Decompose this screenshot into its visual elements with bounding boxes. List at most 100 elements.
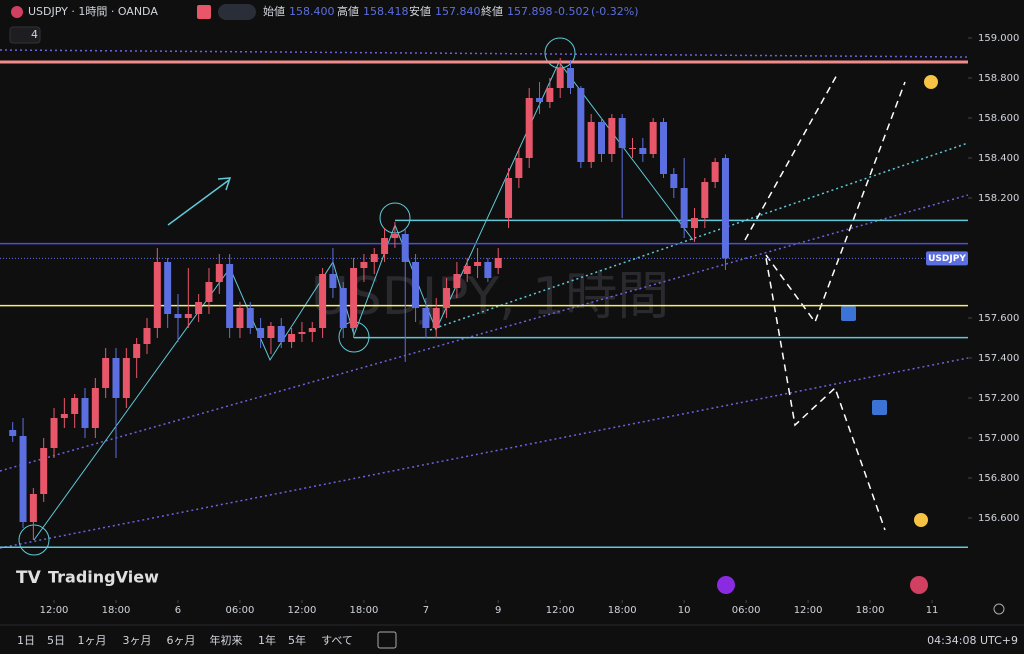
candle-body	[277, 326, 285, 342]
candle-body	[267, 326, 275, 338]
candle-body	[567, 68, 575, 88]
candle-body	[505, 178, 513, 218]
header: USDJPY · 1時間 · OANDA 始値 158.400 高値 158.4…	[9, 4, 639, 44]
range-button[interactable]: 5日	[47, 634, 65, 647]
flag-icon	[910, 576, 928, 594]
candle-body	[71, 398, 79, 414]
candle-body	[122, 358, 130, 398]
y-tick-label: 156.800	[978, 473, 1019, 484]
candle-body	[319, 274, 327, 328]
y-tick-label: 158.400	[978, 153, 1019, 164]
change: -0.502	[554, 5, 589, 18]
low-value: 157.840	[435, 5, 481, 18]
candle-body	[246, 308, 254, 328]
candle-body	[618, 118, 626, 148]
marker-circle	[18, 524, 50, 556]
x-tick-label: 18:00	[350, 605, 379, 616]
high-label: 高値	[337, 4, 359, 18]
arrow-head	[217, 177, 232, 191]
y-tick-label: 159.000	[978, 33, 1019, 44]
drawings	[0, 37, 969, 594]
y-tick-label: 158.800	[978, 73, 1019, 84]
candle-body	[463, 266, 471, 274]
candle-body	[50, 418, 58, 448]
candle-body	[29, 494, 37, 522]
x-tick-label: 12:00	[40, 605, 69, 616]
range-button[interactable]: 1年	[258, 633, 276, 647]
indicator-toggle[interactable]	[9, 26, 41, 44]
candle-body	[329, 274, 337, 288]
x-tick-label: 18:00	[856, 605, 885, 616]
candle-body	[608, 118, 616, 154]
candle-body	[164, 262, 172, 314]
y-tick-label: 157.200	[978, 393, 1019, 404]
trend-line	[0, 49, 969, 58]
close-label: 終値	[481, 4, 503, 18]
candle-body	[484, 262, 492, 278]
candle-body	[598, 122, 606, 154]
x-tick-label: 18:00	[608, 605, 637, 616]
candle-body	[536, 98, 544, 102]
x-tick-label: 12:00	[288, 605, 317, 616]
last-price-badge	[926, 251, 968, 266]
candle-body	[184, 314, 192, 318]
candle-body	[515, 158, 523, 178]
candle-body	[453, 274, 461, 288]
toolbar: 1日 5日 1ヶ月 3ヶ月 6ヶ月 年初来 1年 5年 すべて	[17, 633, 353, 647]
alert-button[interactable]	[197, 5, 211, 19]
candle-body	[205, 282, 213, 302]
candle-body	[721, 158, 729, 259]
candle-body	[412, 262, 420, 308]
candle-body	[432, 308, 440, 328]
range-button[interactable]: 6ヶ月	[167, 634, 196, 647]
candle-body	[112, 358, 120, 398]
candle-body	[680, 188, 688, 228]
candle-body	[401, 234, 409, 262]
x-tick-label: 9	[495, 605, 501, 616]
indicator-count: 4	[31, 28, 38, 41]
symbol: USDJPY · 1時間 · OANDA	[28, 5, 158, 18]
y-tick-label: 158.200	[978, 193, 1019, 204]
candle-body	[195, 302, 203, 314]
candle-body	[443, 288, 451, 308]
arrow	[167, 179, 230, 226]
close-value: 157.898	[507, 5, 553, 18]
range-button[interactable]: 3ヶ月	[123, 634, 152, 647]
open-label: 始値	[263, 4, 285, 18]
y-tick-label: 158.600	[978, 113, 1019, 124]
x-tick-label: 11	[926, 605, 939, 616]
candle-body	[690, 218, 698, 228]
symbol-flag	[11, 6, 23, 18]
candle-body	[474, 262, 482, 266]
candle-body	[81, 398, 89, 428]
last-price-name: USDJPY	[928, 254, 966, 264]
candle-body	[629, 148, 636, 149]
candle-body	[288, 334, 296, 342]
range-button[interactable]: すべて	[321, 634, 353, 647]
range-button[interactable]: 年初来	[210, 633, 243, 647]
candle-body	[60, 414, 68, 418]
forecast-path	[765, 81, 906, 324]
date-range-button[interactable]	[377, 631, 397, 649]
candle-body	[659, 122, 667, 174]
candle-body	[236, 308, 244, 328]
candle-body	[40, 448, 48, 494]
candle-body	[143, 328, 151, 344]
range-button[interactable]: 1日	[17, 634, 35, 647]
trend-line	[429, 142, 969, 331]
settings-button[interactable]	[993, 603, 1005, 615]
candle-body	[133, 344, 141, 358]
candle-body	[308, 328, 316, 332]
candle-body	[546, 88, 554, 102]
candle-body	[711, 162, 719, 182]
y-tick-label: 157.000	[978, 433, 1019, 444]
candle-body	[298, 332, 306, 334]
event-icon	[717, 576, 735, 594]
range-button[interactable]: 5年	[288, 633, 306, 647]
candle-body	[102, 358, 110, 388]
x-tick-label: 12:00	[546, 605, 575, 616]
range-button[interactable]: 1ヶ月	[78, 634, 107, 647]
signal-icon	[841, 306, 856, 321]
